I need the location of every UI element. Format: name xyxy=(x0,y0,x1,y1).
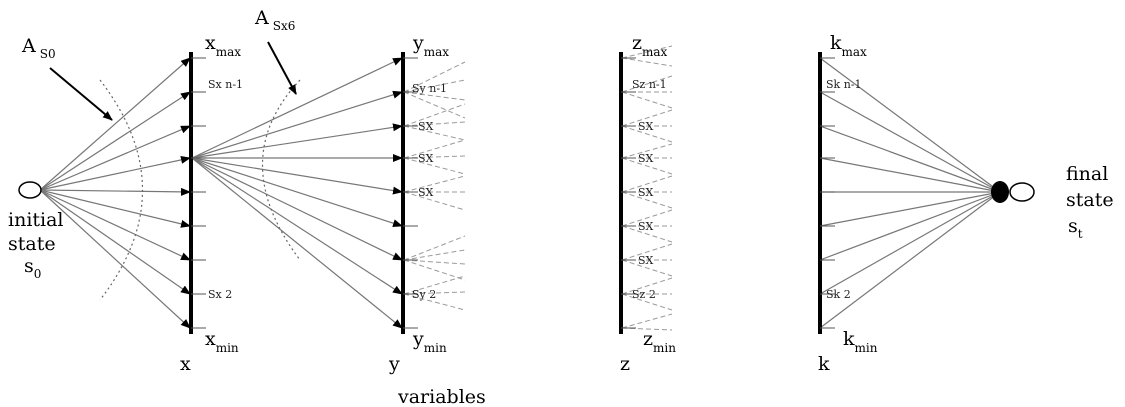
axis-name-y: y xyxy=(388,353,400,375)
action-arc-s0 xyxy=(99,79,143,301)
initial-to-x-rays xyxy=(39,57,191,329)
final-state-line2: state xyxy=(1066,189,1114,211)
action-label-s0: A S0 xyxy=(21,35,56,61)
y-mid-tick-label-3: SX xyxy=(418,186,434,199)
final-state-self-loop xyxy=(1009,182,1035,202)
z-mid-tick-label-4: SX xyxy=(638,220,654,233)
action-label-sx6: A Sx6 xyxy=(254,7,295,33)
variables-label: variables xyxy=(397,386,486,407)
k-min-label: kmin xyxy=(843,328,878,355)
initial-state-line2: state xyxy=(8,233,56,255)
axis-z xyxy=(619,52,636,334)
axis-x xyxy=(189,52,206,334)
y-mid-tick-label-2: SX xyxy=(418,152,434,165)
y-upper-tick-label: Sy n-1 xyxy=(412,82,447,95)
y-max-label: ymax xyxy=(412,32,449,59)
initial-state-symbol: s0 xyxy=(24,255,41,281)
action-arc-sx6 xyxy=(262,79,301,261)
axis-y xyxy=(401,52,418,334)
y-lower-tick-label: Sy 2 xyxy=(412,288,436,301)
z-lower-tick-label: Sz 2 xyxy=(632,288,656,301)
y-mid-tick-label-1: SX xyxy=(418,120,434,133)
axis-name-z: z xyxy=(620,353,630,375)
x-max-label: xmax xyxy=(205,32,241,59)
axis-name-k: k xyxy=(818,353,830,375)
axis-name-x: x xyxy=(180,353,191,375)
final-state-node xyxy=(991,181,1009,203)
x-lower-tick-label: Sx 2 xyxy=(208,288,232,301)
axis-k xyxy=(818,52,835,334)
x-upper-tick-label: Sx n-1 xyxy=(208,78,243,91)
final-state-symbol: st xyxy=(1068,215,1083,241)
x-to-y-rays xyxy=(191,57,403,329)
y-min-label: ymin xyxy=(412,328,447,355)
k-lower-tick-label: Sk 2 xyxy=(826,288,851,301)
z-upper-tick-label: Sz n-1 xyxy=(632,78,667,91)
action-pointer-sx6 xyxy=(267,41,297,95)
y-outgoing-dashed-fans xyxy=(403,61,466,311)
initial-state-node xyxy=(18,181,42,199)
final-state-line1: final xyxy=(1066,163,1108,185)
k-to-final-rays xyxy=(819,57,1001,329)
initial-state-line1: initial xyxy=(8,209,64,231)
z-mid-tick-label-3: SX xyxy=(638,186,654,199)
z-mid-tick-label-1: SX xyxy=(638,120,654,133)
z-max-label: zmax xyxy=(632,32,668,59)
k-max-label: kmax xyxy=(830,32,867,59)
x-min-label: xmin xyxy=(205,328,239,355)
z-outgoing-dashed-fans xyxy=(621,45,673,331)
action-pointer-s0 xyxy=(49,67,113,121)
z-min-label: zmin xyxy=(643,328,676,355)
z-mid-tick-label-2: SX xyxy=(638,152,654,165)
z-mid-tick-label-5: SX xyxy=(638,254,654,267)
k-upper-tick-label: Sk n-1 xyxy=(826,78,862,91)
